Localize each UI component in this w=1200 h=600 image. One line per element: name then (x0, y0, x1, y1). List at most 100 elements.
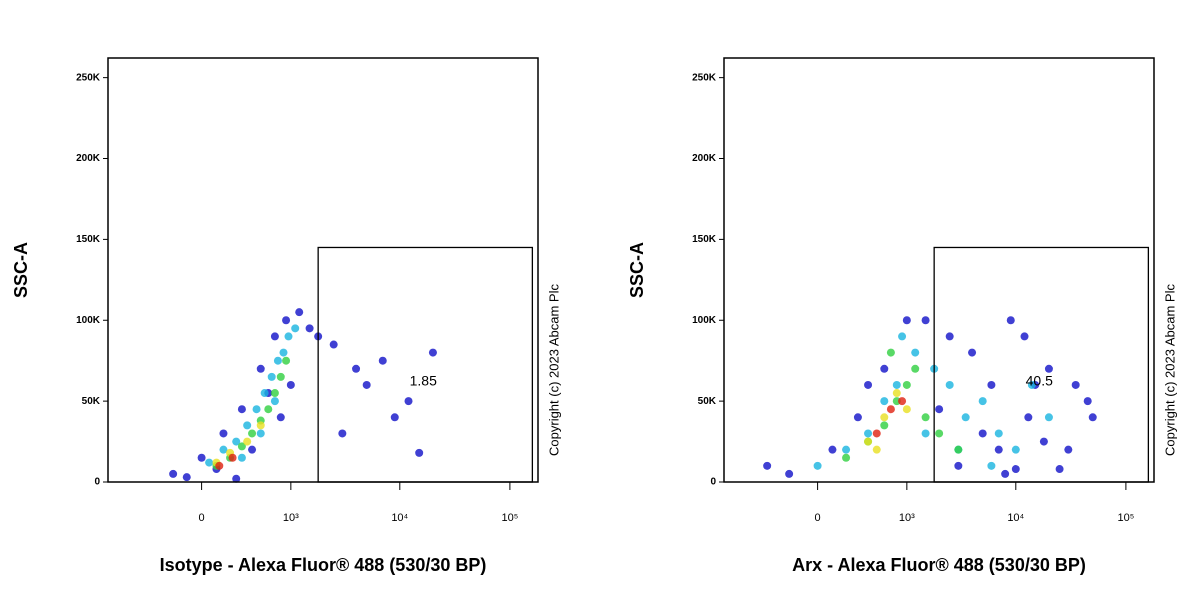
data-point (276, 413, 285, 422)
data-point (228, 453, 237, 462)
data-point (880, 413, 889, 422)
data-point (169, 469, 178, 478)
y-tick-label: 100K (692, 315, 717, 326)
data-point (276, 372, 285, 381)
x-tick-label: 0 (199, 512, 205, 524)
data-point (243, 437, 252, 446)
data-point (842, 453, 851, 462)
data-point (219, 429, 228, 438)
data-point (1006, 316, 1015, 325)
data-point (898, 332, 907, 341)
data-point (892, 389, 901, 398)
y-axis-label: SSC-A (11, 242, 31, 298)
y-tick-label: 150K (76, 234, 101, 245)
gate (933, 246, 1150, 483)
data-point (279, 348, 288, 357)
x-tick-label: 0 (815, 512, 821, 524)
data-point (886, 405, 895, 414)
data-point (902, 316, 911, 325)
data-point (338, 429, 347, 438)
y-tick-label: 0 (710, 477, 716, 488)
y-axis-label: SSC-A (627, 242, 647, 298)
data-point (248, 445, 257, 454)
x-tick-label: 10⁴ (391, 512, 408, 524)
gate-value: 1.85 (410, 372, 437, 388)
data-point (237, 442, 246, 451)
data-point (1011, 465, 1020, 474)
data-point (785, 469, 794, 478)
data-point (219, 445, 228, 454)
data-point (954, 461, 963, 470)
y-tick-label: 200K (692, 153, 717, 164)
data-point (205, 458, 214, 467)
data-point (267, 372, 276, 381)
data-point (954, 445, 963, 454)
data-point (248, 429, 257, 438)
data-point (1020, 332, 1029, 341)
data-point (282, 316, 291, 325)
data-point (911, 348, 920, 357)
data-point (237, 405, 246, 414)
plot-frame (107, 57, 539, 483)
data-point (329, 340, 338, 349)
data-point (1055, 465, 1064, 474)
data-point (921, 429, 930, 438)
gate-value: 40.5 (1026, 372, 1053, 388)
data-point (864, 380, 873, 389)
x-tick-label: 10⁵ (1117, 512, 1134, 524)
data-point (1011, 445, 1020, 454)
data-point (1039, 437, 1048, 446)
data-point (902, 405, 911, 414)
x-tick-label: 10⁵ (501, 512, 518, 524)
data-point (872, 429, 881, 438)
y-tick-label: 0 (94, 477, 100, 488)
y-tick-label: 250K (76, 72, 101, 83)
data-point (415, 448, 424, 457)
data-point (978, 397, 987, 406)
data-point (352, 364, 361, 373)
data-point (260, 389, 269, 398)
data-point (1064, 445, 1073, 454)
data-point (270, 389, 279, 398)
data-point (232, 437, 241, 446)
data-point (921, 413, 930, 422)
data-point (813, 461, 822, 470)
data-point (232, 474, 241, 483)
data-point (886, 348, 895, 357)
data-point (1083, 397, 1092, 406)
data-point (270, 332, 279, 341)
data-point (864, 429, 873, 438)
data-point (864, 437, 873, 446)
data-point (295, 308, 304, 317)
data-point (197, 453, 206, 462)
copyright: Copyright (c) 2023 Abcam Plc (1162, 284, 1177, 456)
data-point (880, 364, 889, 373)
data-point (305, 324, 314, 333)
data-point (842, 445, 851, 454)
x-tick-label: 10³ (899, 512, 915, 524)
y-tick-label: 50K (82, 396, 101, 407)
y-tick-label: 50K (698, 396, 717, 407)
data-point (182, 473, 191, 482)
data-point (1088, 413, 1097, 422)
x-tick-label: 10⁴ (1007, 512, 1024, 524)
data-point (256, 429, 265, 438)
data-point (763, 461, 772, 470)
data-point (362, 380, 371, 389)
data-point (1024, 413, 1033, 422)
data-point (945, 332, 954, 341)
copyright: Copyright (c) 2023 Abcam Plc (546, 284, 561, 456)
data-point (902, 380, 911, 389)
data-point (243, 421, 252, 430)
data-point (428, 348, 437, 357)
data-point (404, 397, 413, 406)
data-point (270, 397, 279, 406)
y-tick-label: 100K (76, 315, 101, 326)
data-point (921, 316, 930, 325)
data-point (215, 461, 224, 470)
data-point (1001, 469, 1010, 478)
data-point (892, 380, 901, 389)
y-tick-label: 200K (76, 153, 101, 164)
data-point (911, 364, 920, 373)
